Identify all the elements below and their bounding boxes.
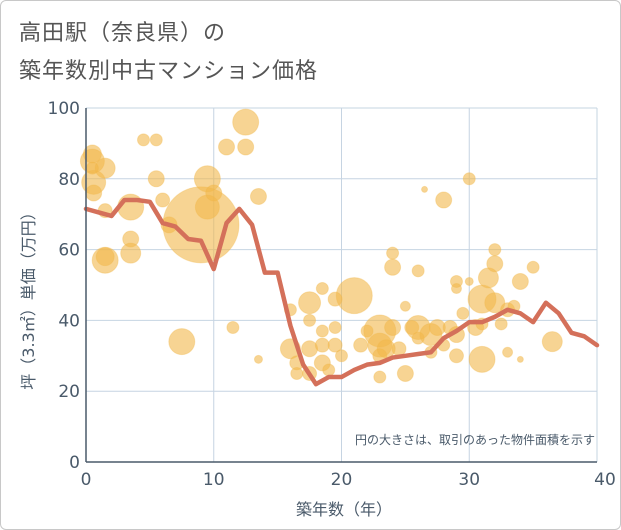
bubble-84	[484, 292, 506, 314]
bubble-33	[303, 313, 317, 327]
bubble-82	[488, 243, 502, 257]
chart-title-line1: 高田駅（奈良県）の	[19, 21, 227, 46]
bubble-23	[226, 320, 240, 334]
line-layer	[83, 197, 600, 387]
bubble-87	[502, 346, 514, 358]
bubble-76	[464, 276, 474, 286]
bubble-74	[456, 306, 470, 320]
bubble-14	[147, 170, 165, 188]
x-axis-label: 築年数（年）	[296, 500, 392, 519]
tick-labels: 0 20 40 60 80 100 0 10 20 30 40	[48, 99, 616, 490]
bubble-73	[448, 348, 464, 364]
bubble-45	[335, 277, 373, 315]
bubble-3	[85, 184, 103, 202]
x-tick-label-1: 10	[203, 470, 225, 490]
bubble-53	[386, 246, 400, 260]
y-tick-label-4: 80	[58, 170, 80, 190]
bubble-38	[314, 337, 330, 353]
bubble-51	[373, 370, 387, 384]
bubble-75	[462, 172, 476, 186]
bubble-11	[120, 242, 142, 264]
bubble-13	[149, 133, 163, 147]
bubble-89	[511, 272, 529, 290]
bubble-26	[249, 188, 267, 205]
chart-title-line2: 築年数別中古マンション価格	[19, 59, 319, 84]
bubble-22	[218, 138, 236, 156]
bubble-21	[205, 184, 223, 202]
bubble-60	[411, 264, 425, 278]
y-tick-label-1: 20	[58, 382, 80, 402]
bubble-24	[232, 108, 260, 136]
bubble-58	[399, 300, 411, 312]
bubble-55	[384, 318, 402, 336]
y-tick-label-0: 0	[69, 453, 80, 473]
bubble-36	[315, 282, 329, 296]
bubble-25	[237, 138, 255, 156]
bubble-43	[327, 337, 343, 353]
bubble-57	[396, 365, 414, 382]
bubble-80	[468, 345, 496, 373]
y-tick-label-3: 60	[58, 241, 80, 261]
bubble-42	[328, 320, 342, 334]
bubble-layer	[79, 108, 563, 384]
bubble-54	[384, 258, 402, 276]
bubble-83	[486, 255, 504, 273]
bubble-71	[450, 283, 462, 295]
bubble-8	[95, 247, 115, 267]
bubble-67	[435, 191, 453, 209]
x-tick-label-4: 40	[594, 470, 616, 490]
bubble-44	[335, 349, 348, 363]
y-tick-label-2: 40	[58, 311, 80, 331]
bubble-27	[253, 354, 263, 364]
bubble-46	[353, 337, 369, 353]
bubble-91	[526, 260, 540, 274]
x-tick-label-3: 30	[458, 470, 480, 490]
y-tick-label-5: 100	[48, 99, 80, 119]
bubble-size-note: 円の大きさは、取引のあった物件面積を示す	[355, 432, 595, 447]
axes	[85, 108, 597, 463]
bubble-56	[391, 341, 407, 357]
bubble-31	[290, 367, 304, 380]
bubble-12	[136, 133, 150, 147]
y-axis-label: 坪（3.3㎡）単価（万円）	[19, 204, 38, 389]
bubble-5	[94, 157, 116, 179]
series-line-0	[83, 197, 600, 387]
bubble-17	[168, 328, 196, 356]
bubble-90	[516, 355, 524, 363]
bubble-85	[494, 317, 508, 331]
bubble-63	[421, 185, 429, 193]
x-tick-label-2: 20	[331, 470, 353, 490]
bubble-32	[298, 291, 322, 315]
bubble-15	[155, 192, 171, 208]
bubble-40	[322, 363, 336, 377]
bubble-37	[315, 324, 329, 338]
bubble-92	[541, 331, 563, 353]
x-tick-label-0: 0	[81, 470, 92, 490]
